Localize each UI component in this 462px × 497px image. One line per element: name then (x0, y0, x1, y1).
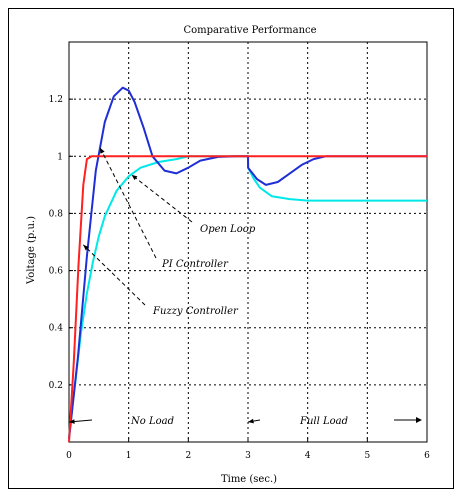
x-tick-label-3: 3 (245, 451, 251, 461)
annotation-arrowhead-3 (69, 419, 75, 424)
annotation-fuzzy-controller: Fuzzy Controller (152, 306, 239, 317)
x-tick-label-4: 4 (305, 451, 311, 461)
grid-lines (69, 42, 427, 442)
y-tick-label-0: 0.2 (49, 381, 63, 391)
annotation-arrow-2 (82, 244, 146, 306)
y-tick-label-3: 0.8 (49, 209, 64, 219)
y-tick-label-5: 1.2 (49, 95, 63, 105)
series-line-fuzzy-controller (68, 155, 427, 443)
x-axis-label: Time (sec.) (221, 474, 277, 485)
series-line-pi-controller (68, 86, 427, 440)
annotation-arrow-1 (99, 147, 157, 259)
series-lines (68, 86, 427, 443)
axis-ticks: 0 1 2 3 4 5 6 0.2 0.4 0.6 0.8 1 1.2 (49, 95, 430, 461)
y-axis-label: Voltage (p.u.) (26, 216, 37, 285)
annotation-open-loop: Open Loop (200, 224, 256, 235)
annotation-arrowhead-4 (248, 418, 254, 424)
annotation-full-load: Full Load (299, 416, 348, 427)
x-tick-label-6: 6 (424, 451, 430, 461)
x-tick-label-1: 1 (126, 451, 132, 461)
y-tick-label-1: 0.4 (49, 324, 64, 334)
full-load-end-arrowhead (416, 417, 422, 423)
chart-frame (8, 8, 454, 489)
annotation-arrowhead-1 (100, 147, 105, 154)
x-tick-label-0: 0 (66, 451, 72, 461)
x-tick-label-5: 5 (364, 451, 370, 461)
y-tick-label-2: 0.6 (49, 267, 64, 277)
annotation-arrow-0 (131, 174, 193, 223)
annotation-pi-controller: PI Controller (161, 259, 229, 270)
annotation-no-load: No Load (130, 416, 174, 427)
chart-title: Comparative Performance (183, 25, 316, 36)
annotation-arrowhead-2 (83, 244, 89, 251)
x-tick-label-2: 2 (185, 451, 191, 461)
annotation-arrowhead-0 (131, 174, 138, 181)
y-tick-label-4: 1 (57, 152, 63, 162)
annotations: Open Loop PI Controller Fuzzy Controller No… (68, 147, 422, 427)
